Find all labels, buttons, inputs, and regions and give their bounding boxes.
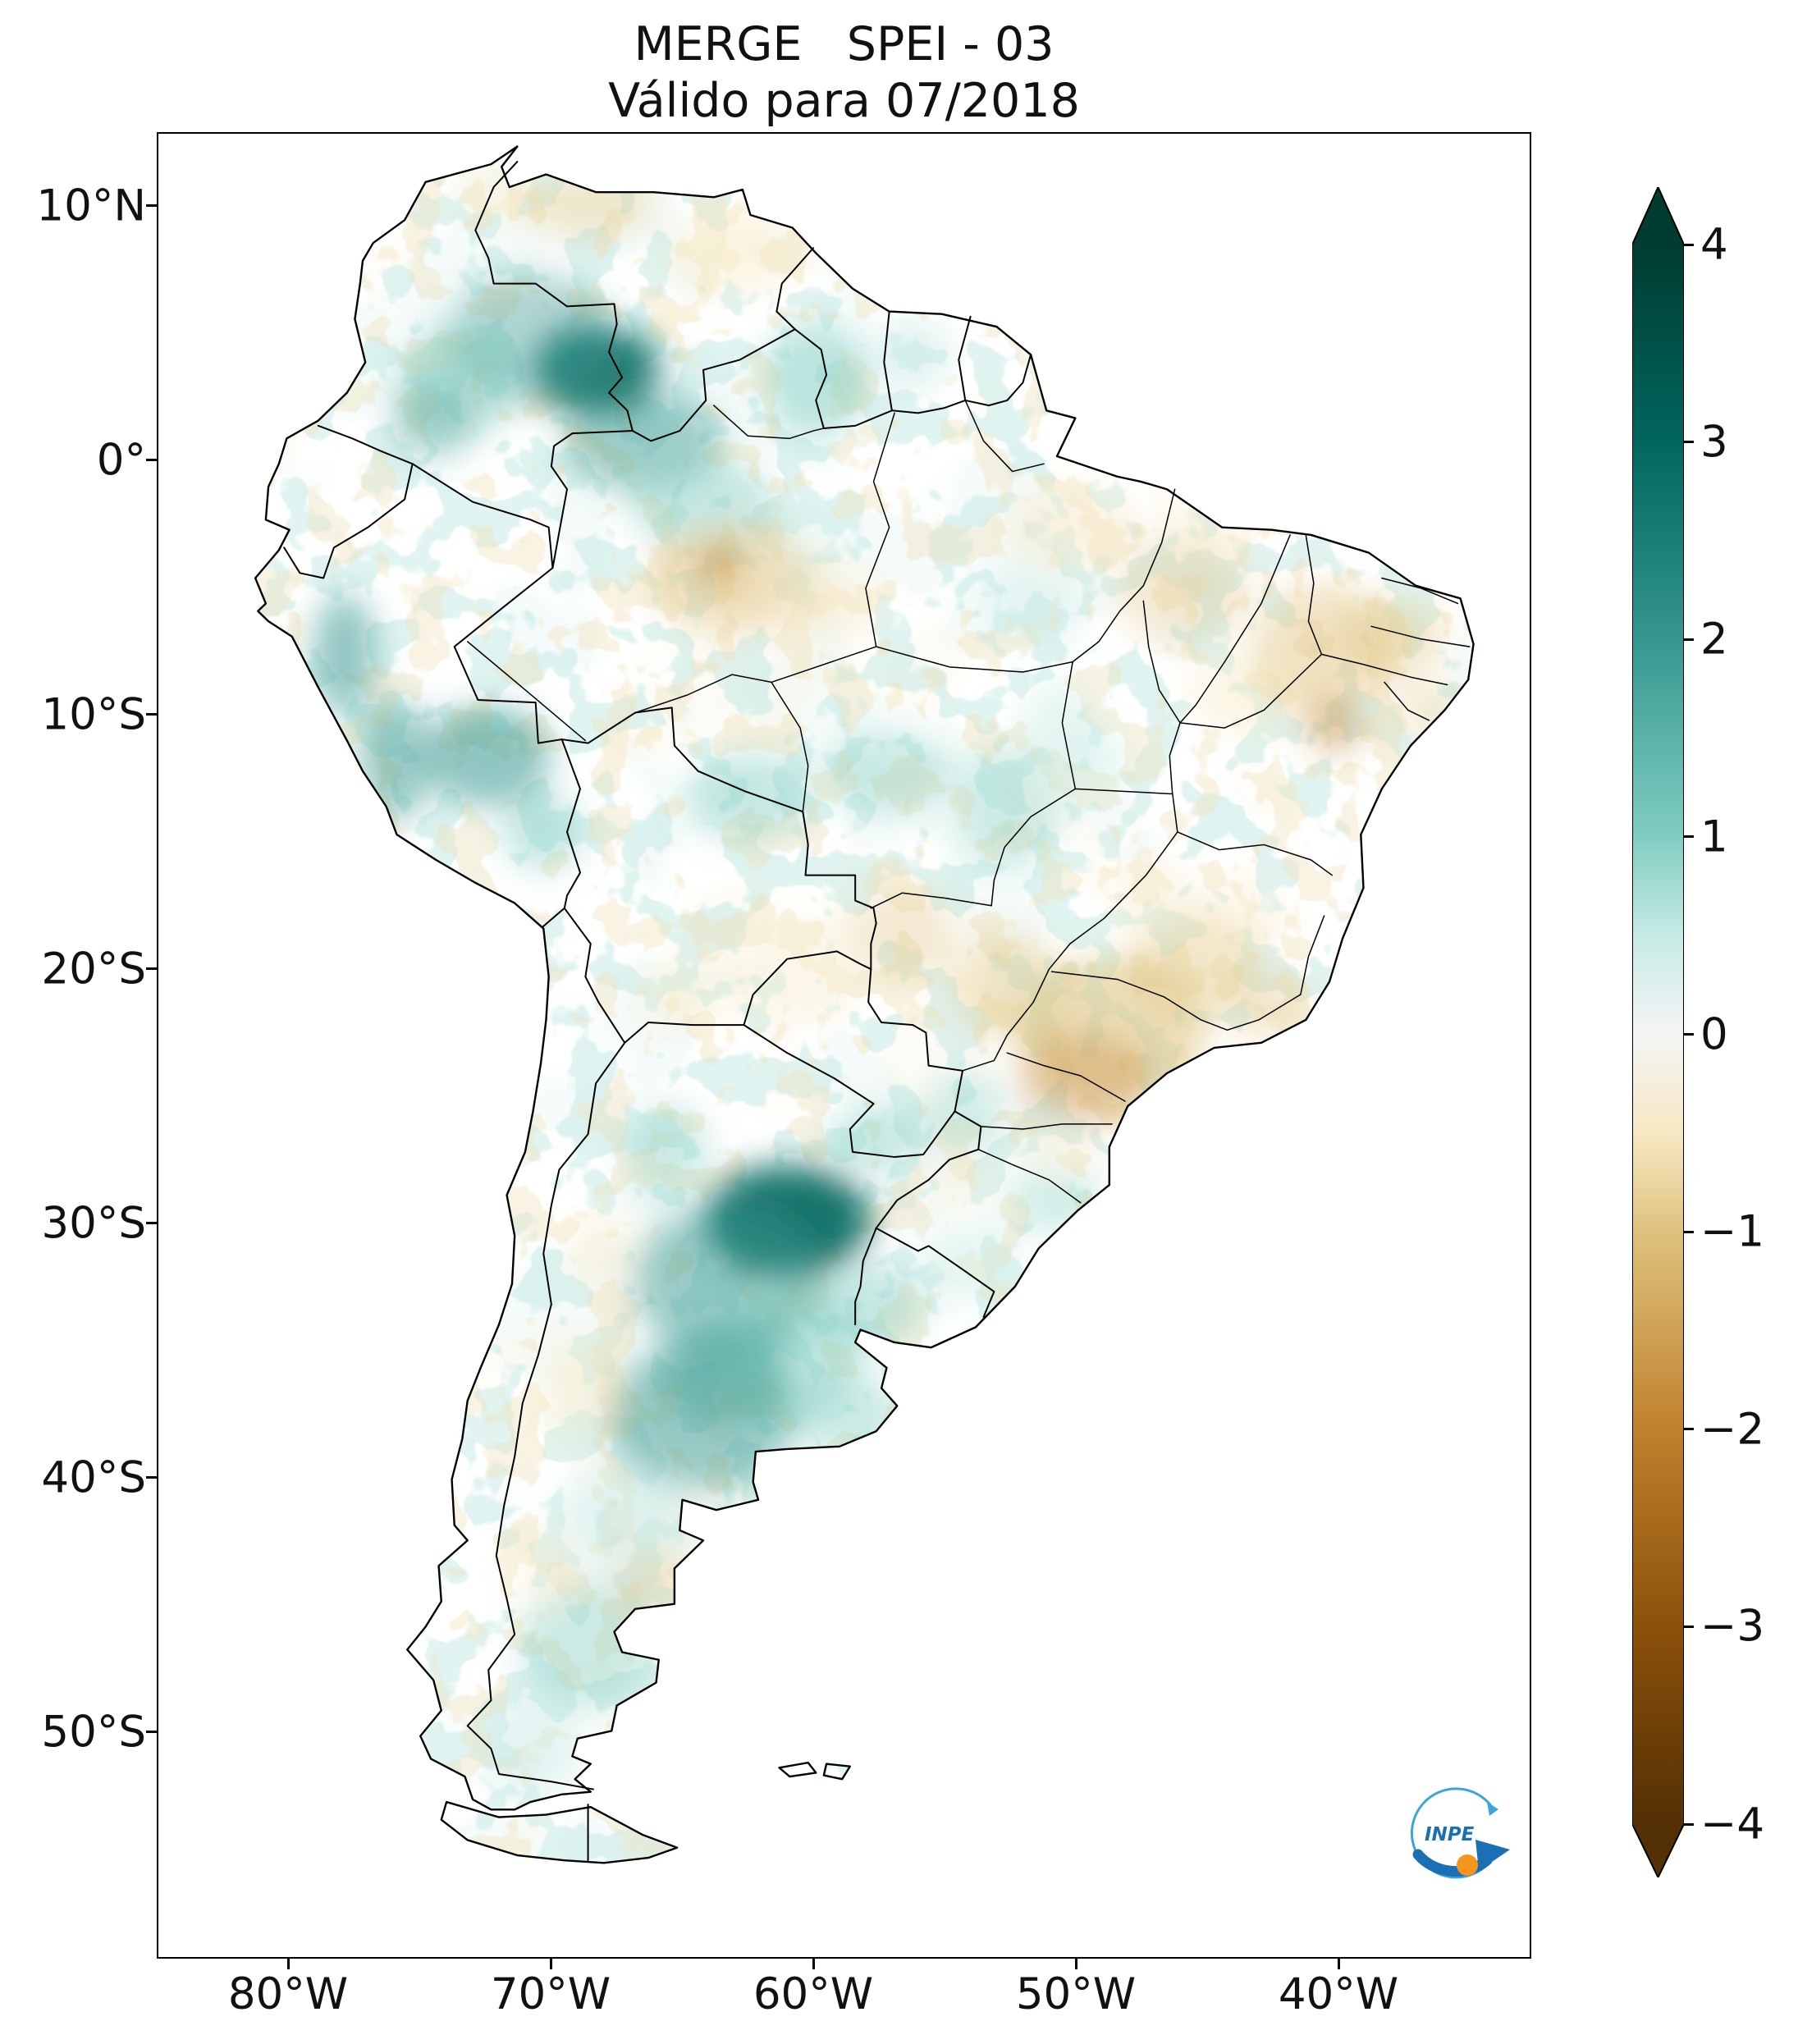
colorbar-tick-mark: [1684, 1428, 1694, 1431]
colorbar: [1632, 187, 1684, 1877]
colorbar-tick-mark: [1684, 835, 1694, 839]
x-axis-tick-label: 50°W: [1015, 1969, 1137, 2019]
inpe-logo-text: INPE: [1425, 1824, 1475, 1845]
y-axis-tick-mark: [146, 1731, 157, 1734]
title-block: MERGE SPEI - 03 Válido para 07/2018: [157, 16, 1531, 130]
colorbar-tick-mark: [1684, 1625, 1694, 1628]
y-axis-tick-label: 50°S: [41, 1707, 146, 1758]
spei-anomaly-blobs: [313, 167, 1461, 1799]
y-axis-tick-label: 10°S: [41, 689, 146, 740]
y-axis-tick-label: 20°S: [41, 944, 146, 995]
coastline: [254, 145, 1475, 1864]
y-axis-tick-label: 30°S: [41, 1198, 146, 1249]
y-axis-tick-mark: [146, 1222, 157, 1225]
inpe-logo: INPE: [1411, 1787, 1510, 1879]
colorbar-tick-label: −3: [1700, 1601, 1765, 1652]
colorbar-tick-mark: [1684, 243, 1694, 246]
map-title: MERGE SPEI - 03: [634, 17, 1055, 71]
colorbar-tick-label: −4: [1700, 1799, 1765, 1850]
x-axis-tick-label: 80°W: [227, 1969, 349, 2019]
logo-orbit-arrowhead-icon: [1487, 1802, 1498, 1816]
colorbar-tick-label: 1: [1700, 812, 1728, 862]
country-borders: [283, 161, 1032, 1862]
y-axis-tick-label: 10°N: [36, 181, 146, 231]
colorbar-tick-label: −2: [1700, 1404, 1765, 1455]
colorbar-tick-label: 0: [1700, 1009, 1728, 1059]
x-axis-tick-mark: [1337, 1959, 1340, 1969]
y-axis-tick-mark: [146, 204, 157, 208]
state-borders: [466, 400, 1471, 1204]
colorbar-tick-label: 4: [1700, 219, 1728, 270]
map-plot-area: INPE: [157, 132, 1531, 1959]
y-axis-tick-label: 0°: [96, 435, 146, 486]
colorbar-tick-mark: [1684, 638, 1694, 641]
x-axis-tick-label: 40°W: [1278, 1969, 1399, 2019]
x-axis-tick-label: 70°W: [490, 1969, 611, 2019]
colorbar-tick-mark: [1684, 1822, 1694, 1826]
x-axis-tick-label: 60°W: [753, 1969, 874, 2019]
colorbar-gradient-bar: [1632, 187, 1684, 1877]
colorbar-tick-mark: [1684, 1033, 1694, 1036]
colorbar-tick-mark: [1684, 441, 1694, 444]
colorbar-tick-label: 2: [1700, 614, 1728, 665]
map-subtitle: Válido para 07/2018: [608, 74, 1080, 128]
x-axis-tick-mark: [1074, 1959, 1077, 1969]
x-axis-tick-mark: [812, 1959, 815, 1969]
colorbar-tick-label: −1: [1700, 1206, 1765, 1257]
y-axis-tick-mark: [146, 459, 157, 462]
logo-orange-sphere-icon: [1457, 1854, 1478, 1876]
x-axis-tick-mark: [549, 1959, 552, 1969]
y-axis-tick-mark: [146, 967, 157, 971]
y-axis-tick-mark: [146, 713, 157, 716]
colorbar-tick-label: 3: [1700, 417, 1728, 468]
spei-field-layer: [255, 146, 1474, 1863]
logo-swoosh-arrowhead-icon: [1475, 1840, 1510, 1871]
south-america-spei-map: [254, 145, 1475, 1864]
y-axis-tick-label: 40°S: [41, 1452, 146, 1503]
y-axis-tick-mark: [146, 1476, 157, 1479]
colorbar-tick-mark: [1684, 1230, 1694, 1233]
x-axis-tick-mark: [286, 1959, 290, 1969]
